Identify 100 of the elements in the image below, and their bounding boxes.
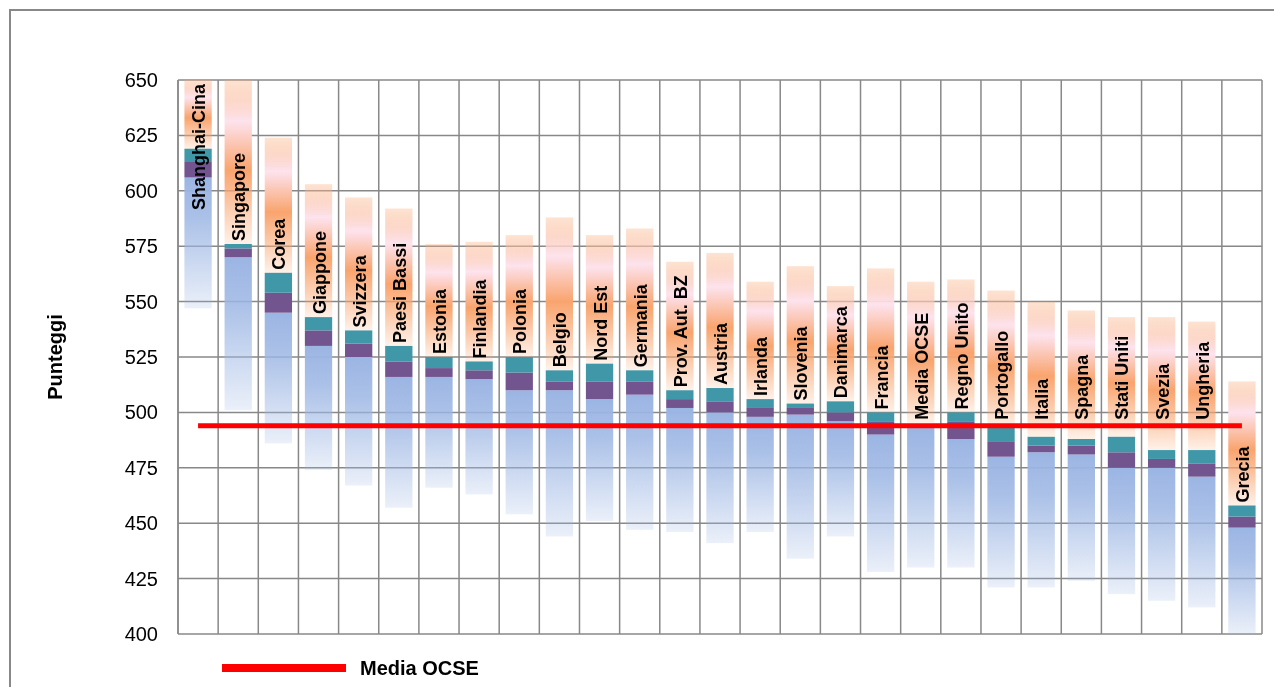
x-tick-label: Svizzera xyxy=(349,254,370,328)
bar xyxy=(907,427,935,568)
bar xyxy=(585,381,614,400)
y-tick-label: 550 xyxy=(124,290,158,313)
bar xyxy=(987,456,1015,588)
x-tick-label: Shanghai-Cina xyxy=(189,83,210,211)
x-tick-label: Prov. Aut. BZ xyxy=(670,275,691,388)
y-tick-label: 450 xyxy=(124,512,158,535)
x-tick-label: Estonia xyxy=(429,288,450,354)
bar xyxy=(1027,436,1055,446)
bar xyxy=(425,368,453,377)
bar xyxy=(425,376,453,488)
x-tick-label: Paesi Bassi xyxy=(389,242,410,343)
bar xyxy=(425,357,453,369)
bar xyxy=(1107,452,1136,468)
bar xyxy=(224,257,252,411)
x-tick-label: Austria xyxy=(711,322,731,386)
x-tick-label: Italia xyxy=(1032,377,1053,420)
x-tick-label: Germania xyxy=(630,283,651,368)
bar xyxy=(947,438,975,568)
bar xyxy=(626,381,654,395)
bar xyxy=(1027,452,1055,588)
y-tick-label: 425 xyxy=(124,567,158,590)
x-tick-label: Ungheria xyxy=(1192,340,1213,420)
bar xyxy=(1107,436,1136,453)
y-tick-label: 650 xyxy=(124,69,158,91)
x-tick-label: Nord Est xyxy=(590,285,611,361)
x-tick-label: Francia xyxy=(871,344,892,410)
bar xyxy=(1027,445,1055,453)
bar xyxy=(626,394,654,530)
bar xyxy=(224,248,252,258)
bar xyxy=(746,407,774,417)
bar xyxy=(706,401,734,413)
bar xyxy=(345,343,373,357)
y-tick-label: 500 xyxy=(124,401,158,424)
bar xyxy=(1147,450,1176,459)
bar xyxy=(304,345,333,471)
y-tick-label: 575 xyxy=(124,235,158,258)
y-tick-label: 475 xyxy=(124,456,158,479)
bar xyxy=(585,363,614,382)
bar xyxy=(1107,467,1136,595)
bar xyxy=(826,412,855,422)
bar xyxy=(1228,516,1256,528)
bar xyxy=(626,370,654,382)
bar xyxy=(706,252,734,389)
bar xyxy=(786,407,814,415)
bar xyxy=(465,361,493,371)
text: Media OCSE xyxy=(360,657,479,679)
bar xyxy=(505,357,533,373)
x-tick-label: Singapore xyxy=(229,152,250,241)
bar xyxy=(1188,463,1216,477)
bar xyxy=(385,376,413,508)
bar xyxy=(1228,527,1256,634)
bar xyxy=(1067,454,1095,581)
x-tick-label: Belgio xyxy=(550,312,571,368)
bar xyxy=(585,399,614,521)
x-tick-label: Regno Unito xyxy=(951,302,972,410)
bar xyxy=(1147,467,1176,601)
bar xyxy=(545,381,574,391)
x-tick-label: Grecia xyxy=(1232,445,1253,503)
y-tick-label: 400 xyxy=(124,623,158,645)
bar xyxy=(304,317,333,331)
x-tick-label: Danimarca xyxy=(831,305,852,399)
x-tick-label: Portogallo xyxy=(992,330,1013,420)
bar xyxy=(826,401,855,413)
bar xyxy=(505,390,533,515)
x-tick-label: Slovenia xyxy=(791,325,812,401)
bar xyxy=(947,412,975,422)
y-tick-label: 525 xyxy=(124,346,158,368)
bar xyxy=(505,372,533,391)
bar xyxy=(264,312,293,444)
bar xyxy=(1188,450,1216,464)
bar xyxy=(1147,458,1176,468)
bar xyxy=(1228,505,1256,517)
x-tick-label: Corea xyxy=(269,217,290,270)
x-tick-label: Spagna xyxy=(1072,353,1093,420)
bar xyxy=(666,390,694,400)
bar xyxy=(465,379,493,495)
y-tick-label: 625 xyxy=(124,124,158,147)
bar xyxy=(385,345,413,362)
bar xyxy=(826,421,855,537)
bar xyxy=(1188,476,1216,608)
x-tick-label: Polonia xyxy=(510,288,531,354)
bar xyxy=(746,399,774,408)
bar xyxy=(706,388,734,402)
bar xyxy=(1067,438,1095,446)
bar xyxy=(987,441,1015,457)
x-tick-label: Irlanda xyxy=(751,336,772,397)
x-tick-label: Media OCSE xyxy=(911,312,932,420)
bar xyxy=(304,330,333,346)
bar xyxy=(345,330,373,344)
bar xyxy=(866,412,895,422)
bar xyxy=(264,292,293,313)
bar xyxy=(545,390,574,537)
bar xyxy=(345,357,373,486)
x-tick-label: Finlandia xyxy=(470,278,491,359)
bar xyxy=(264,272,293,293)
bar xyxy=(987,427,1015,442)
x-tick-label: Giappone xyxy=(309,231,330,315)
bar xyxy=(666,399,694,408)
